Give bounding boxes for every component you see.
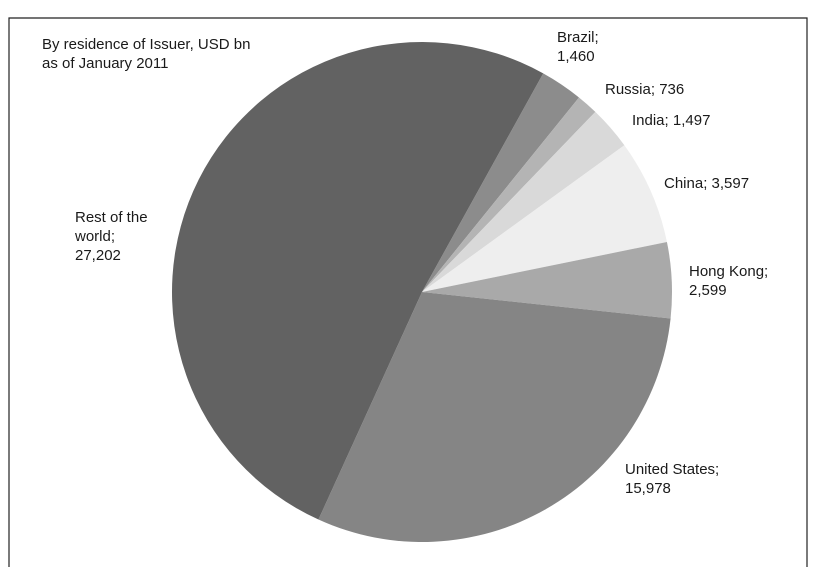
slice-label: United States; 15,978 — [625, 460, 745, 498]
category-label: Rest of the world; — [75, 209, 148, 245]
pie-slice — [422, 73, 580, 293]
slice-label: Russia; 736 — [605, 80, 745, 99]
slice-label: India; 1,497 — [632, 111, 772, 130]
pie-slice — [422, 241, 672, 319]
category-label: Hong Kong; — [689, 263, 769, 280]
category-label: Russia; — [605, 81, 656, 98]
category-label: India; — [632, 112, 669, 129]
value-label: 3,597 — [711, 175, 750, 192]
pie-slice — [318, 292, 671, 542]
pie-slice — [422, 97, 596, 292]
value-label: 736 — [659, 81, 685, 98]
category-label: Brazil; — [557, 29, 599, 46]
subtitle-line: By residence of Issuer, USD bn — [42, 36, 251, 53]
category-label: China; — [664, 175, 708, 192]
pie-slice — [172, 42, 544, 520]
slice-label: Brazil; 1,460 — [557, 28, 617, 66]
slice-label: China; 3,597 — [664, 174, 804, 193]
value-label: 27,202 — [75, 247, 121, 264]
slice-label: Hong Kong; 2,599 — [689, 262, 784, 300]
value-label: 2,599 — [689, 282, 727, 299]
slice-label: Rest of the world; 27,202 — [75, 208, 157, 265]
pie-slice — [422, 145, 667, 292]
value-label: 15,978 — [625, 480, 671, 497]
value-label: 1,460 — [557, 48, 595, 65]
frame — [8, 17, 808, 567]
subtitle: By residence of Issuer, USD bn as of Jan… — [42, 35, 250, 73]
value-label: 1,497 — [672, 112, 711, 129]
pie-slice — [422, 111, 625, 293]
category-label: United States; — [625, 461, 720, 478]
subtitle-line: as of January 2011 — [42, 55, 169, 72]
